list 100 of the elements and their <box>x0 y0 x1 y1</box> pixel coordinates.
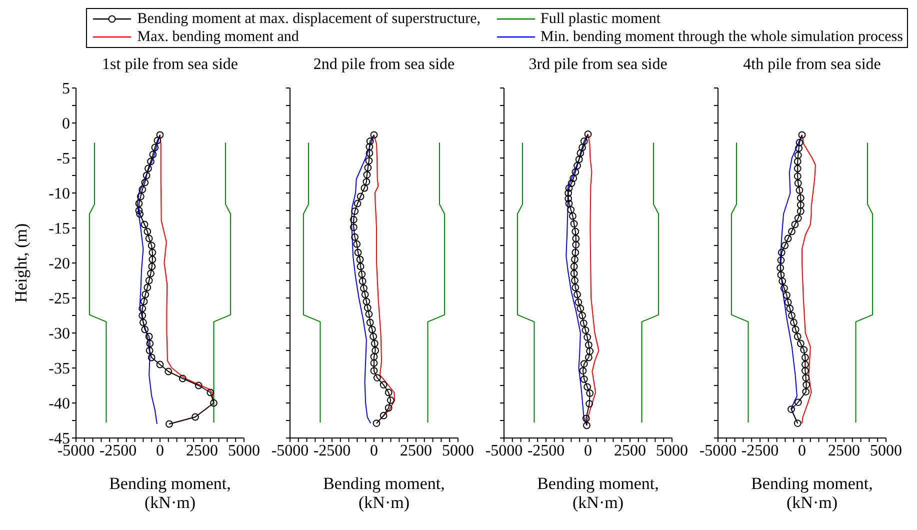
line-series <box>88 142 107 424</box>
x-tick-label: -5000 <box>271 442 309 460</box>
point <box>568 180 576 187</box>
point <box>384 388 392 396</box>
x-tick-label: -2500 <box>527 442 565 460</box>
point <box>794 332 802 340</box>
point <box>572 248 580 256</box>
x-axis-title: Bending moment, (kN·m) <box>536 474 660 512</box>
point <box>564 189 572 197</box>
point <box>366 138 374 145</box>
point <box>370 359 378 367</box>
point <box>144 228 152 236</box>
legend-label: Full plastic moment <box>540 10 661 28</box>
point <box>794 180 802 187</box>
point <box>788 312 796 320</box>
point <box>571 256 578 264</box>
point <box>586 348 594 355</box>
point <box>586 390 594 397</box>
y-tick-label: -20 <box>48 256 70 273</box>
point <box>583 422 590 430</box>
point <box>565 184 573 192</box>
x-tick-label: -5000 <box>699 442 737 460</box>
point <box>576 149 584 157</box>
point <box>148 354 156 362</box>
x-tick-label: 2500 <box>400 442 432 460</box>
point <box>570 220 578 228</box>
point <box>575 156 583 164</box>
point <box>350 216 358 224</box>
point <box>794 152 802 159</box>
point <box>136 192 144 200</box>
point <box>796 201 804 209</box>
point <box>146 346 154 354</box>
point <box>777 271 785 279</box>
point <box>584 334 592 341</box>
point <box>148 242 156 250</box>
y-tick-label: -30 <box>48 326 70 343</box>
point <box>801 354 809 362</box>
point <box>796 194 804 202</box>
point <box>136 210 144 218</box>
x-tick-label: 5000 <box>228 442 260 460</box>
point <box>386 396 394 404</box>
point <box>802 374 810 382</box>
point <box>584 383 592 391</box>
point <box>580 138 588 145</box>
chart-title: 4th pile from sea side <box>742 56 882 75</box>
point <box>580 320 588 327</box>
x-tick-label: -2500 <box>741 442 779 460</box>
point <box>148 256 156 264</box>
x-tick-label: -2500 <box>313 442 351 460</box>
point <box>778 278 786 285</box>
point <box>135 200 143 208</box>
point <box>370 367 378 374</box>
point <box>148 262 156 270</box>
point <box>166 420 173 428</box>
x-tick-label: 5000 <box>442 442 474 460</box>
point <box>353 240 361 248</box>
point <box>363 171 371 178</box>
point <box>364 304 372 312</box>
point <box>154 136 162 144</box>
point <box>351 208 359 215</box>
point <box>788 406 795 413</box>
point <box>796 208 804 215</box>
point <box>582 326 590 334</box>
point <box>147 270 154 278</box>
point <box>794 172 802 180</box>
legend-label: Min. bending moment through the whole simulation process <box>540 28 903 46</box>
point <box>564 194 572 202</box>
point <box>572 168 580 176</box>
point <box>360 284 368 292</box>
y-tick-label: -10 <box>48 186 70 203</box>
y-tick-label: -35 <box>48 360 70 378</box>
point <box>206 388 214 396</box>
point <box>586 400 594 408</box>
point <box>786 304 794 312</box>
x-axis-title: Bending moment, (kN·m) <box>750 474 874 512</box>
point <box>794 214 802 222</box>
x-tick-label: -5000 <box>485 442 523 460</box>
point <box>358 278 366 285</box>
point <box>582 414 590 422</box>
point <box>350 224 358 231</box>
point <box>801 360 809 368</box>
y-tick-label: -25 <box>48 290 70 308</box>
point <box>570 270 578 278</box>
point <box>796 340 804 348</box>
point <box>140 220 148 228</box>
point <box>567 206 575 214</box>
point <box>570 262 578 270</box>
point <box>192 413 199 421</box>
point <box>366 143 374 150</box>
point <box>574 162 581 170</box>
x-tick-label: 5000 <box>656 442 688 460</box>
point <box>138 186 146 194</box>
point <box>146 340 154 348</box>
point <box>788 228 796 236</box>
point <box>778 248 786 256</box>
point <box>140 318 147 326</box>
x-tick-label: 5000 <box>870 442 902 460</box>
point <box>362 178 370 186</box>
x-tick-label: 2500 <box>614 442 646 460</box>
point <box>151 144 159 152</box>
